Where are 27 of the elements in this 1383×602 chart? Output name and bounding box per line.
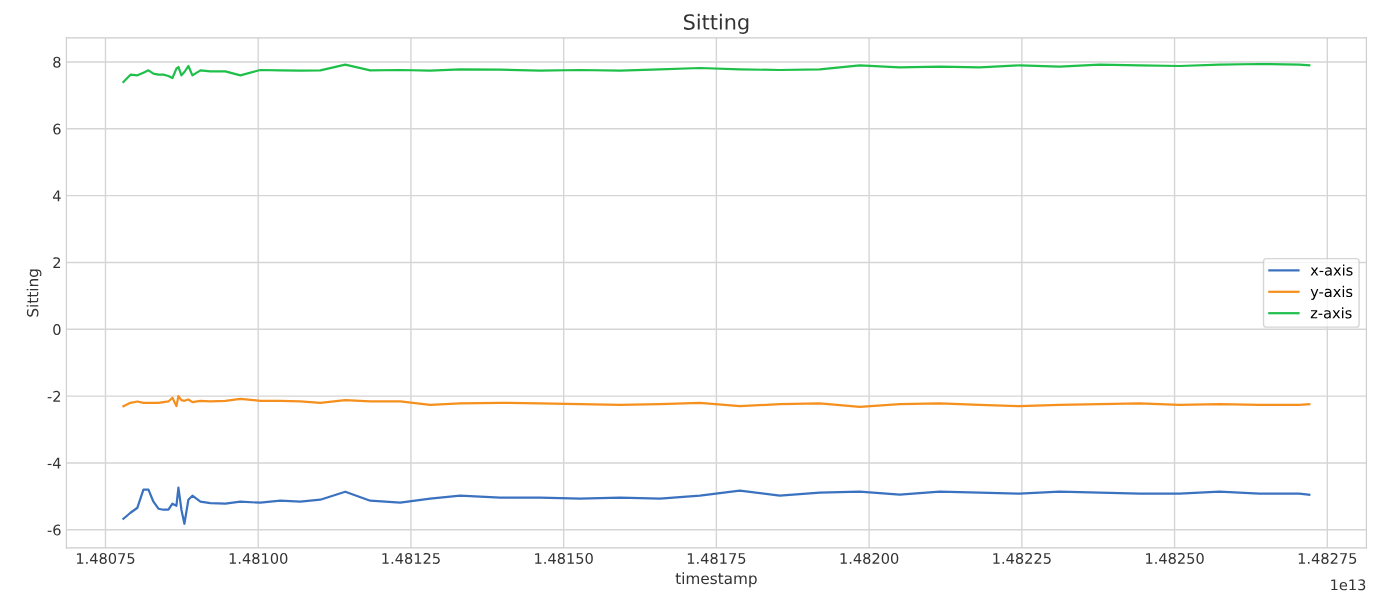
x-tick-label: 1.48100 — [229, 552, 288, 564]
y-tick-label: 0 — [53, 324, 61, 336]
x-tick-label: 1.48075 — [76, 552, 135, 564]
x-tick-label: 1.48175 — [687, 552, 746, 564]
y-axis-title: Sitting — [26, 269, 42, 317]
x-axis-title: timestamp — [675, 572, 757, 588]
y-tick-label: -6 — [47, 524, 61, 536]
line-series — [122, 486, 1311, 525]
line-series — [122, 62, 1311, 84]
legend-label: x-axis — [1310, 264, 1353, 276]
y-tick-label: 6 — [53, 123, 61, 135]
x-tick-label: 1.48200 — [840, 552, 899, 564]
y-tick-label: 4 — [52, 190, 61, 202]
legend-label: z-axis — [1310, 307, 1352, 319]
x-tick-label: 1.48225 — [993, 552, 1051, 564]
y-tick-label: 8 — [53, 56, 61, 68]
line-series — [122, 395, 1311, 408]
y-tick-label: 2 — [53, 257, 61, 269]
x-tick-label: 1.48125 — [382, 552, 440, 564]
text: 1e13 — [1331, 579, 1366, 591]
x-tick-label: 1.48250 — [1146, 552, 1204, 564]
x-tick-label: 1.48150 — [535, 552, 593, 564]
legend-label: y-axis — [1310, 285, 1353, 300]
chart-title: Sitting — [683, 13, 749, 34]
y-tick-label: -2 — [47, 390, 61, 402]
x-tick-label: 1.48275 — [1298, 552, 1357, 564]
y-tick-label: -4 — [47, 457, 61, 469]
